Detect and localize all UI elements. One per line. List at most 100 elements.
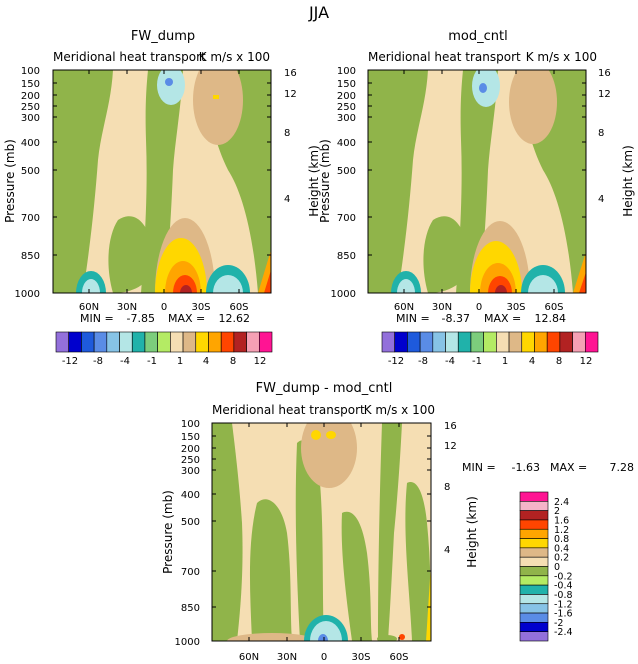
contour-fill (141, 70, 183, 293)
x-tick-label: 30N (277, 652, 297, 663)
y-right-tick-labels: 16 12 8 4 (444, 421, 457, 556)
colorbar-label: -4 (120, 356, 130, 367)
panel-units: K m/s x 100 (526, 50, 597, 64)
contour-fill (509, 70, 557, 144)
colorbar-swatch (546, 331, 561, 353)
contour-fill (264, 270, 271, 293)
y-tick-label: 150 (21, 79, 40, 90)
y-tick-label: 1000 (331, 289, 356, 300)
contour-fill (368, 70, 428, 293)
colorbar-label: 1 (502, 356, 508, 367)
contour-fill (377, 635, 397, 641)
y-tick-labels: 100 150 200 250 300 400 500 700 850 1000 (175, 419, 200, 648)
y-tick-label: 1000 (175, 637, 200, 648)
colorbar-swatch (68, 331, 82, 353)
colorbar-swatch (445, 331, 459, 353)
colorbar (55, 331, 273, 353)
contour-fill (227, 633, 317, 641)
colorbar-swatch (519, 501, 549, 511)
y-tick-label: 850 (337, 251, 356, 262)
max-value: 12.62 (219, 312, 251, 325)
colorbar-swatch (208, 331, 222, 353)
y-right-tick-label: 16 (598, 68, 611, 79)
min-label: MIN = (80, 312, 114, 325)
colorbar-swatch (534, 331, 548, 353)
contour-fill (423, 216, 469, 293)
colorbar-swatch (519, 510, 549, 521)
contour-fill (173, 275, 197, 293)
x-tick-label: 0 (161, 302, 167, 313)
contour-fill (426, 563, 431, 641)
min-value: -7.85 (127, 312, 155, 325)
plot-frame (211, 422, 432, 642)
y-tick-label: 150 (181, 432, 200, 443)
contour-fill (310, 621, 342, 641)
y-tick-label: 150 (337, 79, 356, 90)
y-tick-label: 300 (21, 113, 40, 124)
x-tick-labels: 60N 30N 0 30S 60S (239, 652, 409, 663)
colorbar-swatch (258, 331, 273, 353)
contour-fill (157, 70, 185, 105)
colorbar-swatch (559, 331, 573, 353)
contour-fill (528, 275, 558, 293)
contour-fill (193, 70, 243, 145)
colorbar-label: 8 (556, 356, 562, 367)
colorbar-swatch (519, 612, 549, 623)
y-tick-label: 700 (337, 213, 356, 224)
y-axis-label-right: Height (km) (621, 145, 635, 216)
colorbar-swatch (457, 331, 472, 353)
x-tick-label: 30S (191, 302, 210, 313)
colorbar-swatch (407, 331, 421, 353)
contour-fill (405, 482, 431, 641)
contour-fill (579, 272, 586, 293)
colorbar-label: -0.4 (554, 581, 573, 592)
y-right-tick-labels: 16 12 8 4 (284, 68, 297, 205)
colorbar-swatch (106, 331, 120, 353)
colorbar-label: 0 (554, 562, 560, 573)
colorbar-swatch (195, 331, 209, 353)
colorbar-label: -8 (93, 356, 103, 367)
contour-fill (378, 423, 402, 641)
colorbar-swatch (508, 331, 523, 353)
colorbar-swatch (519, 594, 549, 605)
y-tick-label: 100 (21, 66, 40, 77)
y-axis-label: Pressure (mb) (161, 490, 175, 574)
figure-title: JJA (308, 3, 329, 22)
contour-fill (212, 423, 243, 641)
colorbar-label: 4 (529, 356, 535, 367)
x-tick-label: 60N (394, 302, 414, 313)
colorbar-label: 0.8 (554, 534, 569, 545)
colorbar-label: 1.6 (554, 515, 569, 526)
colorbar-swatch (119, 331, 133, 353)
colorbar-label: 12 (254, 356, 267, 367)
contour-fill (495, 285, 507, 293)
y-tick-label: 700 (21, 213, 40, 224)
x-tick-labels: 60N 30N 0 30S 60S (394, 302, 564, 313)
colorbar-swatch (483, 331, 497, 353)
max-label: MAX = (484, 312, 521, 325)
colorbar-label: 1.2 (554, 525, 569, 536)
y-right-tick-label: 12 (444, 441, 457, 452)
panel-title: mod_cntl (448, 29, 507, 44)
colorbar-swatch (394, 331, 408, 353)
colorbar-swatch (519, 556, 549, 567)
y-tick-label: 200 (337, 91, 356, 102)
colorbar-label: -1.2 (554, 599, 573, 610)
colorbar (519, 491, 549, 642)
x-tick-label: 60N (239, 652, 259, 663)
colorbar-swatch (55, 331, 70, 353)
min-value: -8.37 (442, 312, 470, 325)
colorbar-label: 4 (203, 356, 209, 367)
contour-fill (326, 431, 336, 439)
x-tick-label: 60S (229, 302, 248, 313)
x-tick-label: 30N (117, 302, 137, 313)
y-right-tick-label: 12 (284, 89, 297, 100)
y-axis-label: Pressure (mb) (3, 139, 17, 223)
colorbar-swatch (381, 331, 396, 353)
colorbar-label: 0.2 (554, 553, 569, 564)
max-label: MAX = (168, 312, 205, 325)
contour-fill (295, 440, 324, 641)
contour-fill (82, 279, 100, 293)
panel-mod-cntl: mod_cntl Meridional heat transport K m/s… (318, 29, 635, 367)
